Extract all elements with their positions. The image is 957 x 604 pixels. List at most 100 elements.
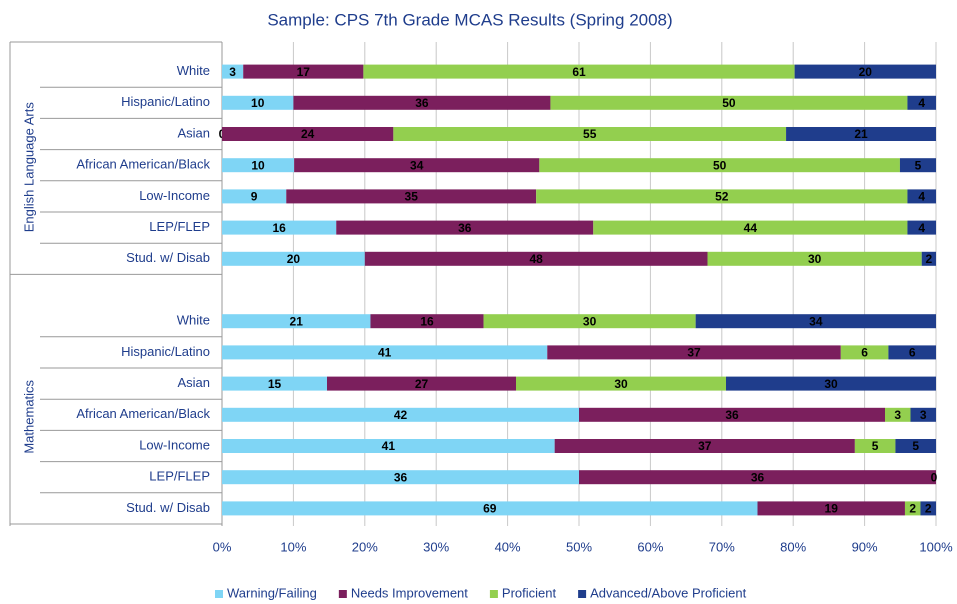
- value-label: 36: [725, 408, 739, 422]
- x-tick-label: 70%: [709, 539, 735, 554]
- legend-label: Needs Improvement: [351, 585, 468, 600]
- value-label: 17: [297, 65, 311, 79]
- bar-segment: [286, 189, 537, 204]
- bar-segment: [921, 251, 936, 266]
- x-tick-label: 80%: [780, 539, 806, 554]
- legend-swatch: [215, 590, 223, 598]
- bar-segment: [222, 189, 287, 204]
- bar-segment: [904, 501, 921, 516]
- value-label: 42: [394, 408, 408, 422]
- value-label: 48: [529, 252, 543, 266]
- bar-segment: [899, 158, 936, 173]
- value-label: 3: [920, 408, 927, 422]
- x-tick-label: 90%: [852, 539, 878, 554]
- bar-segment: [726, 376, 936, 391]
- bar-segment: [222, 470, 579, 485]
- value-label: 6: [909, 346, 916, 360]
- y-tick-label: Asian: [177, 125, 210, 140]
- bar-segment: [222, 345, 548, 360]
- x-tick-label: 20%: [352, 539, 378, 554]
- bar-segment: [336, 220, 594, 235]
- y-tick-label: LEP/FLEP: [149, 219, 210, 234]
- bar-segment: [579, 407, 885, 422]
- value-label: 24: [301, 127, 315, 141]
- value-label: 9: [251, 190, 258, 204]
- bar-segment: [294, 158, 540, 173]
- y-tick-label: White: [177, 313, 210, 328]
- value-label: 6: [861, 346, 868, 360]
- value-label: 21: [854, 127, 868, 141]
- bar-segment: [550, 95, 908, 110]
- x-tick-label: 50%: [566, 539, 592, 554]
- y-tick-label: White: [177, 63, 210, 78]
- value-label: 10: [251, 96, 265, 110]
- value-label: 30: [808, 252, 822, 266]
- bar-segment: [222, 314, 371, 329]
- bar-segment: [920, 501, 936, 516]
- group-label: Mathematics: [21, 379, 36, 453]
- value-label: 44: [744, 221, 758, 235]
- bar-segment: [910, 407, 936, 422]
- bar-segment: [364, 251, 708, 266]
- bar-segment: [854, 439, 896, 453]
- bar-segment: [393, 127, 787, 141]
- value-label: 36: [751, 470, 765, 484]
- bar-segment: [579, 470, 936, 485]
- value-label: 3: [894, 408, 901, 422]
- bar-segment: [222, 439, 555, 453]
- value-label: 37: [687, 346, 701, 360]
- x-tick-label: 0%: [213, 539, 232, 554]
- bar-segment: [243, 64, 364, 79]
- bar-segment: [707, 251, 922, 266]
- group-label: English Language Arts: [21, 102, 36, 233]
- value-label: 52: [715, 190, 729, 204]
- bar-segment: [895, 439, 936, 453]
- value-label: 21: [290, 314, 304, 328]
- value-label: 19: [825, 502, 839, 516]
- value-label: 5: [912, 439, 919, 453]
- value-label: 10: [251, 158, 265, 172]
- value-label: 15: [268, 377, 282, 391]
- chart-title: Sample: CPS 7th Grade MCAS Results (Spri…: [267, 10, 672, 29]
- legend-label: Advanced/Above Proficient: [590, 585, 746, 600]
- legend-label: Warning/Failing: [227, 585, 317, 600]
- value-label: 0: [931, 470, 938, 484]
- bar-segment: [907, 189, 936, 204]
- y-tick-label: LEP/FLEP: [149, 469, 210, 484]
- bar-segment: [222, 251, 365, 266]
- value-label: 16: [272, 221, 286, 235]
- value-label: 36: [415, 96, 429, 110]
- value-label: 2: [925, 502, 932, 516]
- value-label: 5: [915, 158, 922, 172]
- bar-segment: [483, 314, 696, 329]
- legend-swatch: [338, 590, 347, 598]
- y-tick-label: Low-Income: [139, 188, 210, 203]
- legend-swatch: [489, 590, 498, 598]
- legend-label: Proficient: [502, 585, 557, 600]
- value-label: 34: [809, 314, 823, 328]
- bar-segment: [370, 314, 484, 329]
- bar-segment: [888, 345, 936, 360]
- value-label: 2: [926, 252, 933, 266]
- bar-segment: [222, 220, 337, 235]
- bar-segment: [593, 220, 908, 235]
- value-label: 61: [572, 65, 586, 79]
- y-tick-label: African American/Black: [76, 157, 210, 172]
- value-label: 27: [415, 377, 429, 391]
- value-label: 5: [872, 439, 879, 453]
- legend-swatch: [578, 590, 587, 598]
- value-label: 36: [394, 470, 408, 484]
- value-label: 37: [698, 439, 712, 453]
- y-tick-label: Stud. w/ Disab: [126, 500, 210, 515]
- value-label: 50: [713, 158, 727, 172]
- y-tick-label: Asian: [177, 375, 210, 390]
- y-tick-label: African American/Black: [76, 406, 210, 421]
- bar-segment: [222, 501, 758, 516]
- value-label: 20: [859, 65, 873, 79]
- value-label: 30: [583, 314, 597, 328]
- bar-segment: [695, 314, 936, 329]
- value-label: 69: [483, 502, 497, 516]
- x-tick-label: 40%: [495, 539, 521, 554]
- bar-segment: [222, 64, 244, 79]
